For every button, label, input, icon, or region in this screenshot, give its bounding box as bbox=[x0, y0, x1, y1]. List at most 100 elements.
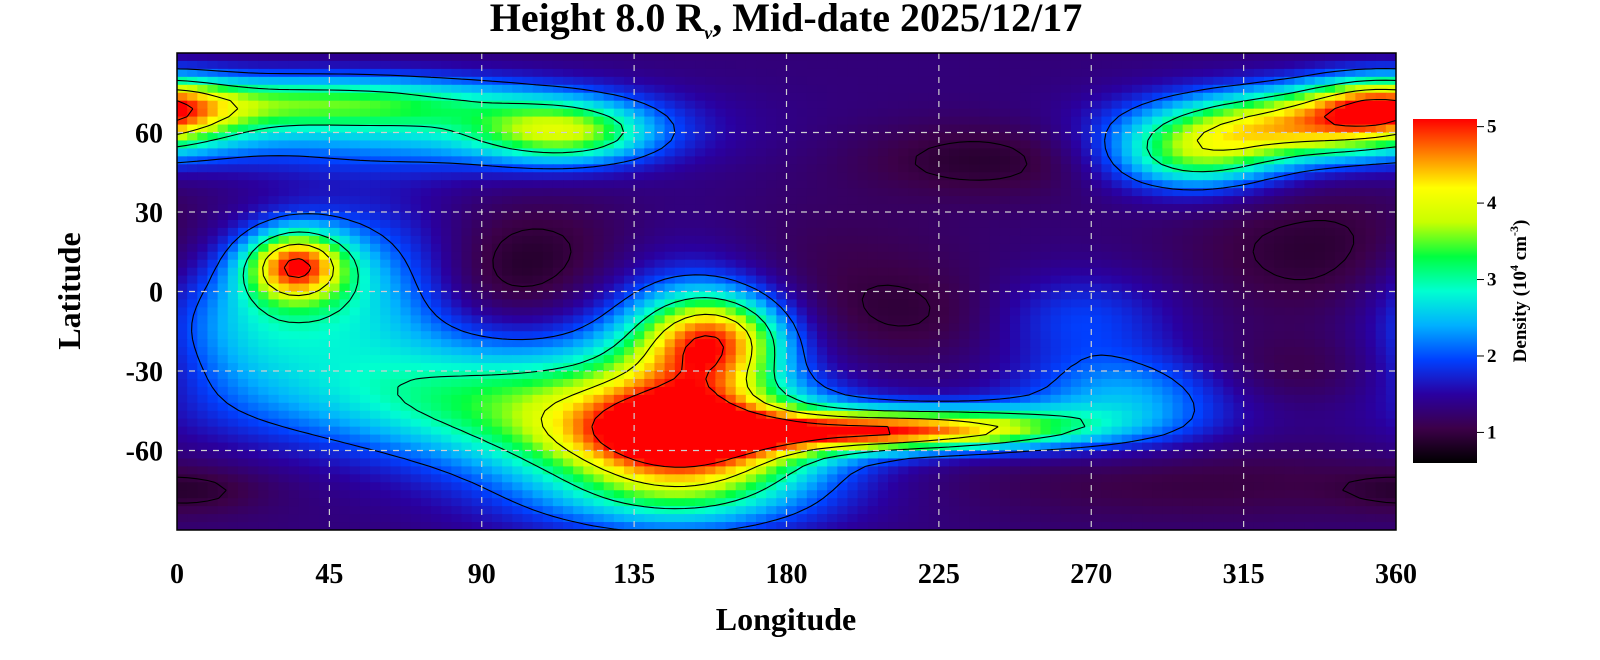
heatmap-cell bbox=[745, 235, 757, 245]
heatmap-cell bbox=[1213, 68, 1225, 78]
heatmap-cell bbox=[989, 299, 1001, 309]
heatmap-cell bbox=[1121, 243, 1133, 253]
heatmap-cell bbox=[1202, 355, 1214, 364]
heatmap-cell bbox=[1050, 355, 1062, 364]
heatmap-cell bbox=[1009, 172, 1021, 181]
heatmap-cell bbox=[634, 164, 645, 173]
heatmap-cell bbox=[1050, 100, 1062, 110]
heatmap-cell bbox=[756, 164, 767, 173]
heatmap-cell bbox=[420, 76, 432, 86]
heatmap-cell bbox=[918, 291, 930, 301]
heatmap-cell bbox=[268, 371, 280, 380]
heatmap-cell bbox=[816, 204, 828, 213]
heatmap-cell bbox=[532, 251, 544, 261]
heatmap-cell bbox=[512, 275, 524, 285]
heatmap-cell bbox=[776, 196, 788, 205]
heatmap-cell bbox=[298, 315, 310, 324]
heatmap-cell bbox=[410, 60, 422, 70]
heatmap-cell bbox=[1375, 355, 1387, 364]
heatmap-cell bbox=[959, 108, 971, 118]
heatmap-cell bbox=[278, 307, 290, 317]
heatmap-cell bbox=[512, 259, 524, 269]
heatmap-cell bbox=[390, 156, 402, 165]
heatmap-cell bbox=[1213, 347, 1225, 356]
heatmap-cell bbox=[857, 204, 869, 213]
heatmap-cell bbox=[806, 299, 818, 309]
heatmap-cell bbox=[1172, 243, 1184, 253]
heatmap-cell bbox=[420, 60, 432, 70]
heatmap-cell bbox=[1365, 53, 1377, 62]
heatmap-cell bbox=[298, 108, 310, 118]
heatmap-cell bbox=[959, 227, 971, 237]
heatmap-cell bbox=[552, 212, 564, 221]
heatmap-cell bbox=[715, 68, 727, 78]
heatmap-cell bbox=[959, 60, 971, 70]
heatmap-cell bbox=[938, 371, 950, 380]
heatmap-cell bbox=[654, 275, 666, 285]
heatmap-cell bbox=[623, 108, 635, 118]
heatmap-cell bbox=[634, 172, 645, 181]
heatmap-cell bbox=[1223, 180, 1235, 189]
heatmap-cell bbox=[857, 172, 869, 181]
heatmap-cell bbox=[735, 299, 747, 309]
heatmap-cell bbox=[1020, 363, 1031, 372]
heatmap-cell bbox=[1294, 196, 1306, 205]
heatmap-cell bbox=[1091, 164, 1103, 173]
heatmap-cell bbox=[1324, 283, 1336, 293]
heatmap-cell bbox=[816, 251, 828, 261]
heatmap-cell bbox=[400, 291, 412, 301]
heatmap-cell bbox=[1294, 323, 1306, 332]
heatmap-cell bbox=[654, 164, 666, 173]
heatmap-cell bbox=[573, 355, 585, 364]
heatmap-cell bbox=[654, 235, 666, 245]
heatmap-cell bbox=[420, 347, 432, 356]
heatmap-cell bbox=[1213, 307, 1225, 317]
heatmap-cell bbox=[1324, 100, 1336, 110]
heatmap-cell bbox=[654, 124, 666, 134]
heatmap-cell bbox=[268, 323, 280, 332]
heatmap-cell bbox=[319, 339, 331, 348]
heatmap-cell bbox=[390, 275, 402, 285]
heatmap-cell bbox=[1081, 267, 1092, 277]
heatmap-cell bbox=[654, 116, 666, 126]
heatmap-cell bbox=[634, 116, 645, 126]
heatmap-cell bbox=[796, 68, 808, 78]
heatmap-cell bbox=[705, 235, 717, 245]
heatmap-cell bbox=[410, 283, 422, 293]
heatmap-cell bbox=[502, 140, 513, 150]
heatmap-cell bbox=[745, 156, 757, 165]
heatmap-cell bbox=[1213, 124, 1225, 134]
heatmap-cell bbox=[888, 235, 899, 245]
heatmap-cell bbox=[1152, 291, 1164, 301]
heatmap-cell bbox=[1060, 227, 1072, 237]
heatmap-cell bbox=[187, 116, 199, 126]
heatmap-cell bbox=[644, 76, 656, 86]
heatmap-cell bbox=[1182, 84, 1194, 94]
heatmap-cell bbox=[745, 60, 757, 70]
heatmap-cell bbox=[959, 283, 971, 293]
heatmap-cell bbox=[1243, 331, 1255, 340]
heatmap-cell bbox=[1030, 267, 1042, 277]
heatmap-cell bbox=[217, 60, 229, 70]
heatmap-cell bbox=[349, 355, 361, 364]
heatmap-cell bbox=[1202, 188, 1214, 197]
heatmap-cell bbox=[695, 116, 706, 126]
heatmap-cell bbox=[410, 315, 422, 324]
heatmap-cell bbox=[1304, 315, 1316, 324]
heatmap-cell bbox=[512, 84, 524, 94]
heatmap-cell bbox=[237, 243, 249, 253]
heatmap-cell bbox=[430, 227, 442, 237]
heatmap-cell bbox=[634, 283, 645, 293]
heatmap-cell bbox=[938, 339, 950, 348]
heatmap-cell bbox=[390, 267, 402, 277]
heatmap-cell bbox=[1070, 84, 1082, 94]
heatmap-cell bbox=[959, 212, 971, 221]
heatmap-cell bbox=[1172, 315, 1184, 324]
heatmap-cell bbox=[1274, 124, 1285, 134]
heatmap-cell bbox=[1050, 227, 1062, 237]
heatmap-cell bbox=[1263, 148, 1275, 158]
heatmap-cell bbox=[1070, 188, 1082, 197]
heatmap-cell bbox=[1131, 156, 1143, 165]
heatmap-cell bbox=[796, 108, 808, 118]
heatmap-cell bbox=[623, 188, 635, 197]
